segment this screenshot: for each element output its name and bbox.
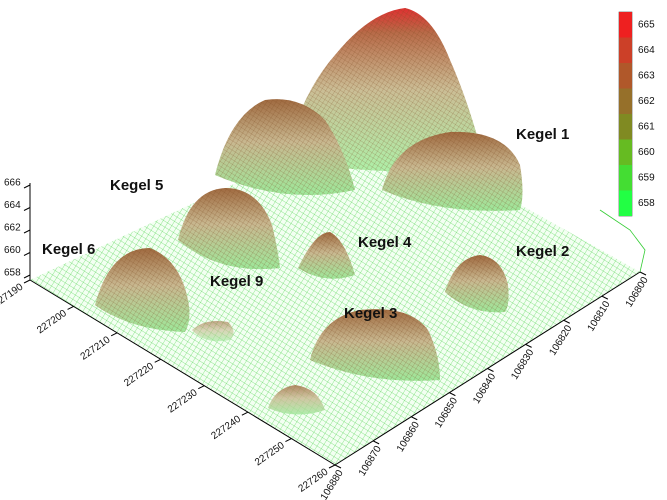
z-tick: [23, 274, 31, 279]
annotation: Kegel 5: [110, 177, 163, 194]
z-tick: [23, 229, 31, 234]
y-tick: [563, 319, 570, 324]
colorbar-swatch: [619, 37, 632, 63]
colorbar-label: 665: [638, 19, 655, 30]
x-tick-label: 227250: [253, 440, 287, 468]
z-tick: [23, 207, 31, 211]
colorbar-label: 663: [638, 70, 655, 81]
x-tick: [285, 438, 292, 443]
z-tick: [23, 184, 31, 189]
z-tick-label: 666: [4, 178, 21, 189]
colorbar-label: 660: [638, 147, 655, 158]
y-tick: [525, 343, 532, 348]
annotation: Kegel 6: [42, 241, 95, 258]
y-tick: [372, 440, 380, 445]
z-tick: [23, 252, 31, 256]
x-tick-label: 227210: [79, 334, 113, 362]
y-tick: [449, 392, 456, 397]
x-axis-line: [29, 279, 336, 466]
y-tick: [487, 368, 494, 372]
colorbar-label: 659: [638, 172, 655, 183]
x-tick: [23, 279, 31, 284]
z-tick-label: 662: [4, 223, 21, 234]
y-tick: [639, 271, 647, 276]
annotation: Kegel 4: [358, 234, 412, 251]
colorbar-swatch: [619, 88, 632, 114]
y-tick: [411, 416, 418, 421]
x-tick-label: 227190: [0, 281, 26, 309]
x-tick: [67, 305, 74, 310]
hills: [95, 8, 523, 415]
colorbar-swatch: [619, 165, 632, 191]
colorbar-label: 664: [638, 45, 655, 56]
x-tick: [154, 358, 161, 363]
colorbar-swatch: [619, 114, 632, 140]
x-tick: [328, 464, 336, 469]
colorbar-label: 662: [638, 96, 655, 107]
x-tick: [110, 332, 118, 337]
colorbar-swatch: [619, 63, 632, 89]
surface: [30, 8, 646, 465]
colorbar-swatch: [619, 190, 632, 216]
x-tick-label: 227240: [209, 414, 243, 442]
annotation: Kegel 3: [344, 305, 397, 322]
x-tick-label: 227220: [122, 361, 156, 389]
y-tick: [334, 464, 342, 469]
colorbar-swatch: [619, 139, 632, 165]
colorbar-label: 658: [638, 198, 655, 209]
z-tick-label: 664: [4, 200, 21, 211]
annotation: Kegel 1: [516, 126, 569, 143]
colorbar-label: 661: [638, 121, 655, 132]
colorbar-swatch: [619, 12, 632, 38]
z-tick-label: 658: [4, 268, 21, 279]
x-tick: [198, 385, 205, 390]
x-tick: [241, 411, 249, 416]
x-tick-label: 227230: [166, 387, 200, 415]
z-tick-label: 660: [4, 245, 21, 256]
annotation: Kegel 2: [516, 243, 569, 260]
y-tick: [601, 295, 609, 300]
annotation: Kegel 9: [210, 273, 263, 290]
x-tick-label: 227200: [35, 308, 69, 336]
